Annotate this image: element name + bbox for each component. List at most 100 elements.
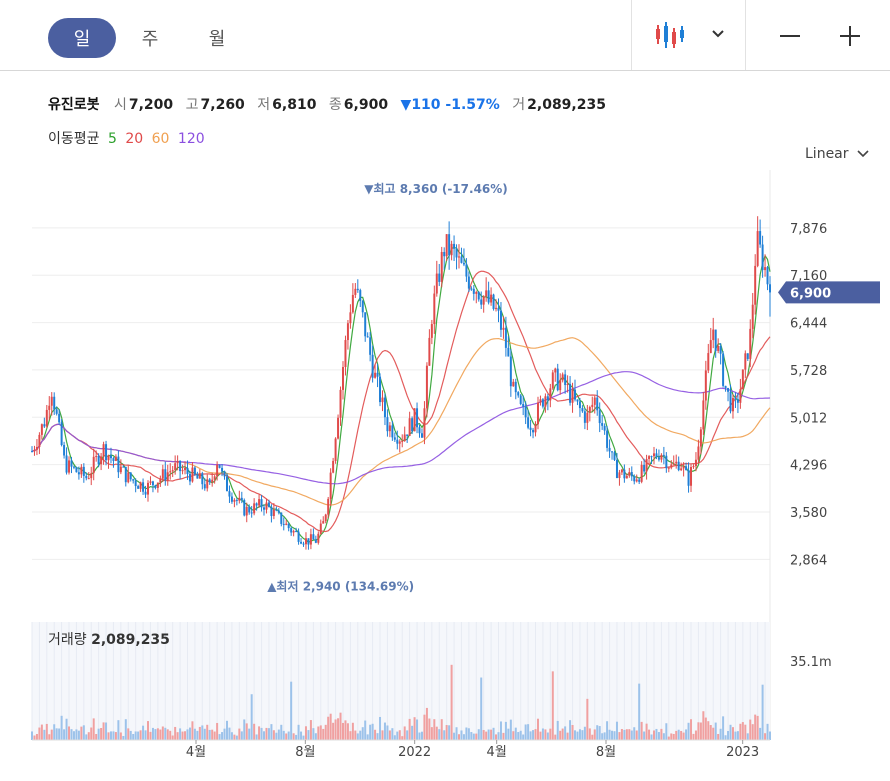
high-value: 7,260 xyxy=(200,97,245,113)
chevron-down-icon xyxy=(857,150,869,158)
candle-body xyxy=(670,464,673,468)
volume-bar xyxy=(591,734,594,740)
chevron-down-icon[interactable] xyxy=(711,26,725,40)
volume-bar xyxy=(593,729,596,740)
volume-bar xyxy=(346,723,349,740)
candle-body xyxy=(443,251,446,257)
candle-body xyxy=(655,453,658,458)
volume-bar xyxy=(588,728,591,740)
candle-body xyxy=(275,509,278,511)
candle-body xyxy=(549,388,552,401)
candle-body xyxy=(593,397,596,405)
low-label: 저 xyxy=(257,97,271,113)
open-label: 시 xyxy=(113,97,127,113)
candle-body xyxy=(107,455,110,461)
candle-body xyxy=(517,392,520,396)
candle-body xyxy=(97,456,100,465)
scale-mode-selector[interactable]: Linear xyxy=(805,146,869,162)
minus-icon[interactable] xyxy=(778,24,802,48)
candle-body xyxy=(154,485,157,488)
volume-bar xyxy=(381,730,384,740)
candle-body xyxy=(630,472,633,477)
candle-body xyxy=(349,312,352,324)
volume-bar xyxy=(35,734,38,740)
plus-icon[interactable] xyxy=(838,24,862,48)
volume-bar xyxy=(156,728,159,740)
volume-bar xyxy=(75,729,78,740)
moving-average-5 xyxy=(31,247,771,544)
candle-body xyxy=(201,473,204,485)
candle-body xyxy=(161,469,164,479)
volume-bar xyxy=(625,729,628,740)
volume-bar xyxy=(487,729,490,740)
candle-body xyxy=(171,470,174,472)
candle-body xyxy=(744,353,747,370)
candle-body xyxy=(608,447,611,452)
volume-bar xyxy=(687,722,690,740)
moving-average-label: 이동평균 xyxy=(48,131,100,147)
candle-body xyxy=(285,523,288,525)
volume-bar xyxy=(255,734,258,740)
high-label: 고 xyxy=(185,97,199,113)
period-tab-week[interactable]: 주 xyxy=(141,29,159,50)
candle-body xyxy=(369,337,372,355)
period-tab-day[interactable]: 일 xyxy=(48,18,116,58)
volume-bar xyxy=(300,731,303,740)
volume-label: 거 xyxy=(512,97,526,113)
volume-bar xyxy=(85,734,88,740)
volume-bar xyxy=(48,734,51,740)
volume-bar xyxy=(608,729,611,740)
candle-body xyxy=(507,347,510,357)
candle-body xyxy=(697,446,700,460)
volume-bar xyxy=(623,729,626,740)
candle-body xyxy=(272,509,275,517)
candle-body xyxy=(383,397,386,418)
volume-bar xyxy=(198,726,201,740)
stock-info: 유진로봇 시 7,200 고 7,260 저 6,810 종 6,900 ▼110 -1… xyxy=(48,94,614,114)
candle-body xyxy=(45,409,48,427)
candle-body xyxy=(576,399,579,402)
volume-bar xyxy=(660,728,663,740)
volume-bar xyxy=(495,734,498,740)
candle-body xyxy=(196,474,199,479)
volume-bar xyxy=(418,732,421,740)
candle-body xyxy=(240,497,243,501)
volume-bar xyxy=(149,731,152,740)
candle-body xyxy=(564,374,567,386)
volume-bar xyxy=(440,719,443,740)
candle-body xyxy=(764,267,767,271)
candle-body xyxy=(648,456,651,459)
x-tick-label: 8월 xyxy=(596,745,616,760)
candlestick-icon[interactable] xyxy=(654,22,688,50)
volume-bar xyxy=(97,728,100,740)
stock-name: 유진로봇 xyxy=(48,97,100,113)
candle-body xyxy=(465,264,468,277)
toolbar-divider xyxy=(745,0,746,70)
volume-bar xyxy=(749,719,752,740)
candle-body xyxy=(132,479,135,481)
candle-body xyxy=(169,471,172,473)
candle-body xyxy=(265,502,268,510)
candle-body xyxy=(623,469,626,479)
volume-bar xyxy=(354,730,357,740)
volume-bar xyxy=(499,721,502,740)
candle-body xyxy=(60,422,63,446)
volume-bar xyxy=(702,711,705,740)
volume-bar xyxy=(662,733,665,740)
volume-bar xyxy=(709,725,712,740)
candle-body xyxy=(601,423,604,426)
candle-body xyxy=(65,455,68,473)
period-tab-month[interactable]: 월 xyxy=(208,29,226,50)
candle-body xyxy=(332,460,335,473)
volume-bar xyxy=(391,728,394,740)
volume-bar xyxy=(68,726,71,740)
candle-body xyxy=(379,376,382,403)
candle-body xyxy=(258,499,261,506)
volume-bar xyxy=(319,725,322,740)
candle-body xyxy=(657,457,660,460)
candle-body xyxy=(356,288,359,291)
volume-bar xyxy=(539,731,542,740)
candle-body xyxy=(151,481,154,486)
candle-body xyxy=(497,307,500,311)
candle-body xyxy=(487,290,490,303)
